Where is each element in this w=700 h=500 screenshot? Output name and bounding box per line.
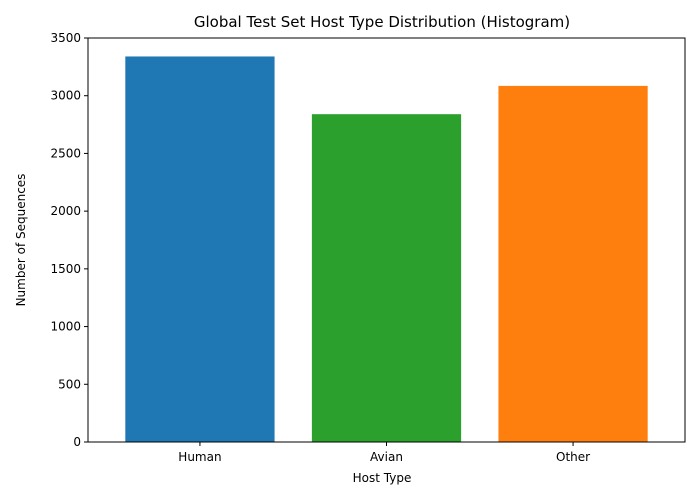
x-tick-label: Avian <box>370 450 403 464</box>
y-axis-label: Number of Sequences <box>14 174 28 307</box>
x-tick-label: Other <box>556 450 590 464</box>
x-axis-label: Host Type <box>353 471 412 485</box>
bar-other <box>498 85 648 442</box>
x-tick-label: Human <box>178 450 221 464</box>
bar-avian <box>311 114 462 442</box>
x-axis-ticks: Human Avian Other <box>178 442 590 464</box>
y-tick-label: 1500 <box>50 262 81 276</box>
y-tick-label: 0 <box>73 435 81 449</box>
y-axis-ticks: 0 500 1000 1500 2000 2500 3000 3500 <box>50 31 88 449</box>
bar-human <box>125 56 275 443</box>
y-tick-label: 500 <box>58 377 81 391</box>
chart-title: Global Test Set Host Type Distribution (… <box>194 13 570 31</box>
y-tick-label: 2000 <box>50 204 81 218</box>
y-tick-label: 2500 <box>50 146 81 160</box>
y-tick-label: 3500 <box>50 31 81 45</box>
y-tick-label: 1000 <box>50 320 81 334</box>
bars-layer <box>125 56 648 443</box>
y-tick-label: 3000 <box>50 89 81 103</box>
